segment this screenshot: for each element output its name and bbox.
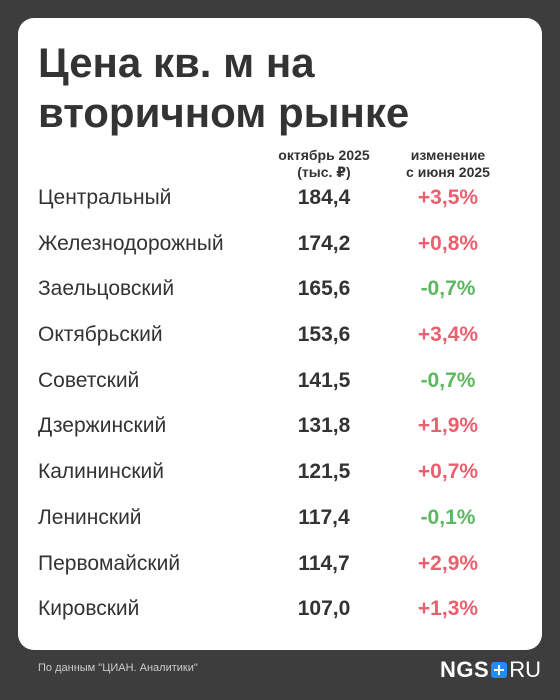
change-value: +3,5% [417, 186, 479, 209]
table-row: Центральный 184,4 +3,5% [18, 181, 542, 227]
ngs-logo: NGS RU [440, 652, 541, 688]
district-name: Кировский [38, 597, 140, 621]
table-row: Советский 141,5 -0,7% [18, 364, 542, 410]
price-value: 141,5 [297, 368, 351, 392]
table-row: Кировский 107,0 +1,3% [18, 592, 542, 638]
change-value: +2,9% [417, 551, 479, 575]
table-row: Заельцовский 165,6 -0,7% [18, 272, 542, 318]
chart-title: Цена кв. м на вторичном рынке [38, 38, 518, 138]
price-value: 153,6 [297, 323, 351, 347]
change-value: +3,4% [417, 323, 479, 347]
table-card: Цена кв. м на вторичном рынке октябрь 20… [18, 18, 542, 650]
change-value: +0,8% [417, 231, 479, 255]
price-value: 117,4 [298, 505, 350, 529]
district-name: Октябрьский [38, 323, 163, 347]
change-header-line-2: с июня 2025 [406, 164, 490, 180]
change-header-line-1: изменение [410, 147, 486, 163]
title-line-2: вторичном рынке [38, 89, 410, 136]
plus-icon [491, 662, 508, 678]
table-row: Калининский 121,5 +0,7% [18, 455, 542, 501]
change-value: -0,7% [420, 277, 476, 301]
table-row: Октябрьский 153,6 +3,4% [18, 318, 542, 364]
price-header-line-1: октябрь 2025 [278, 147, 370, 163]
table-row: Дзержинский 131,8 +1,9% [18, 409, 542, 455]
table-body: Центральный 184,4 +3,5% Железнодорожный 174,… [18, 181, 542, 638]
change-column-header: изменение с июня 2025 [378, 147, 518, 181]
change-value: +0,7% [417, 460, 479, 484]
price-value: 184,4 [297, 186, 351, 209]
district-name: Первомайский [38, 551, 181, 575]
logo-text-ngs: NGS [440, 657, 490, 682]
logo-text-ru: RU [509, 657, 541, 682]
district-name: Заельцовский [38, 277, 175, 301]
table-row: Железнодорожный 174,2 +0,8% [18, 227, 542, 273]
table-row: Первомайский 114,7 +2,9% [18, 547, 542, 593]
price-value: 107,0 [297, 597, 351, 621]
title-line-1: Цена кв. м на [38, 39, 315, 86]
change-value: +1,3% [417, 597, 479, 621]
price-column-header: октябрь 2025 (тыс. ₽) [254, 147, 394, 181]
table-row: Ленинский 117,4 -0,1% [18, 501, 542, 547]
price-value: 114,7 [298, 551, 350, 575]
source-note: По данным "ЦИАН. Аналитики" [38, 662, 198, 674]
district-name: Железнодорожный [38, 231, 224, 255]
district-name: Центральный [38, 186, 172, 209]
district-name: Советский [38, 368, 140, 392]
change-value: +1,9% [417, 414, 479, 438]
district-name: Ленинский [38, 505, 142, 529]
change-value: -0,7% [420, 368, 476, 392]
price-value: 174,2 [297, 231, 351, 255]
change-value: -0,1% [420, 505, 476, 529]
price-value: 131,8 [297, 414, 351, 438]
price-value: 165,6 [297, 277, 351, 301]
district-name: Дзержинский [38, 414, 167, 438]
district-name: Калининский [38, 460, 164, 484]
price-header-line-2: (тыс. ₽) [297, 164, 351, 180]
price-value: 121,5 [297, 460, 351, 484]
